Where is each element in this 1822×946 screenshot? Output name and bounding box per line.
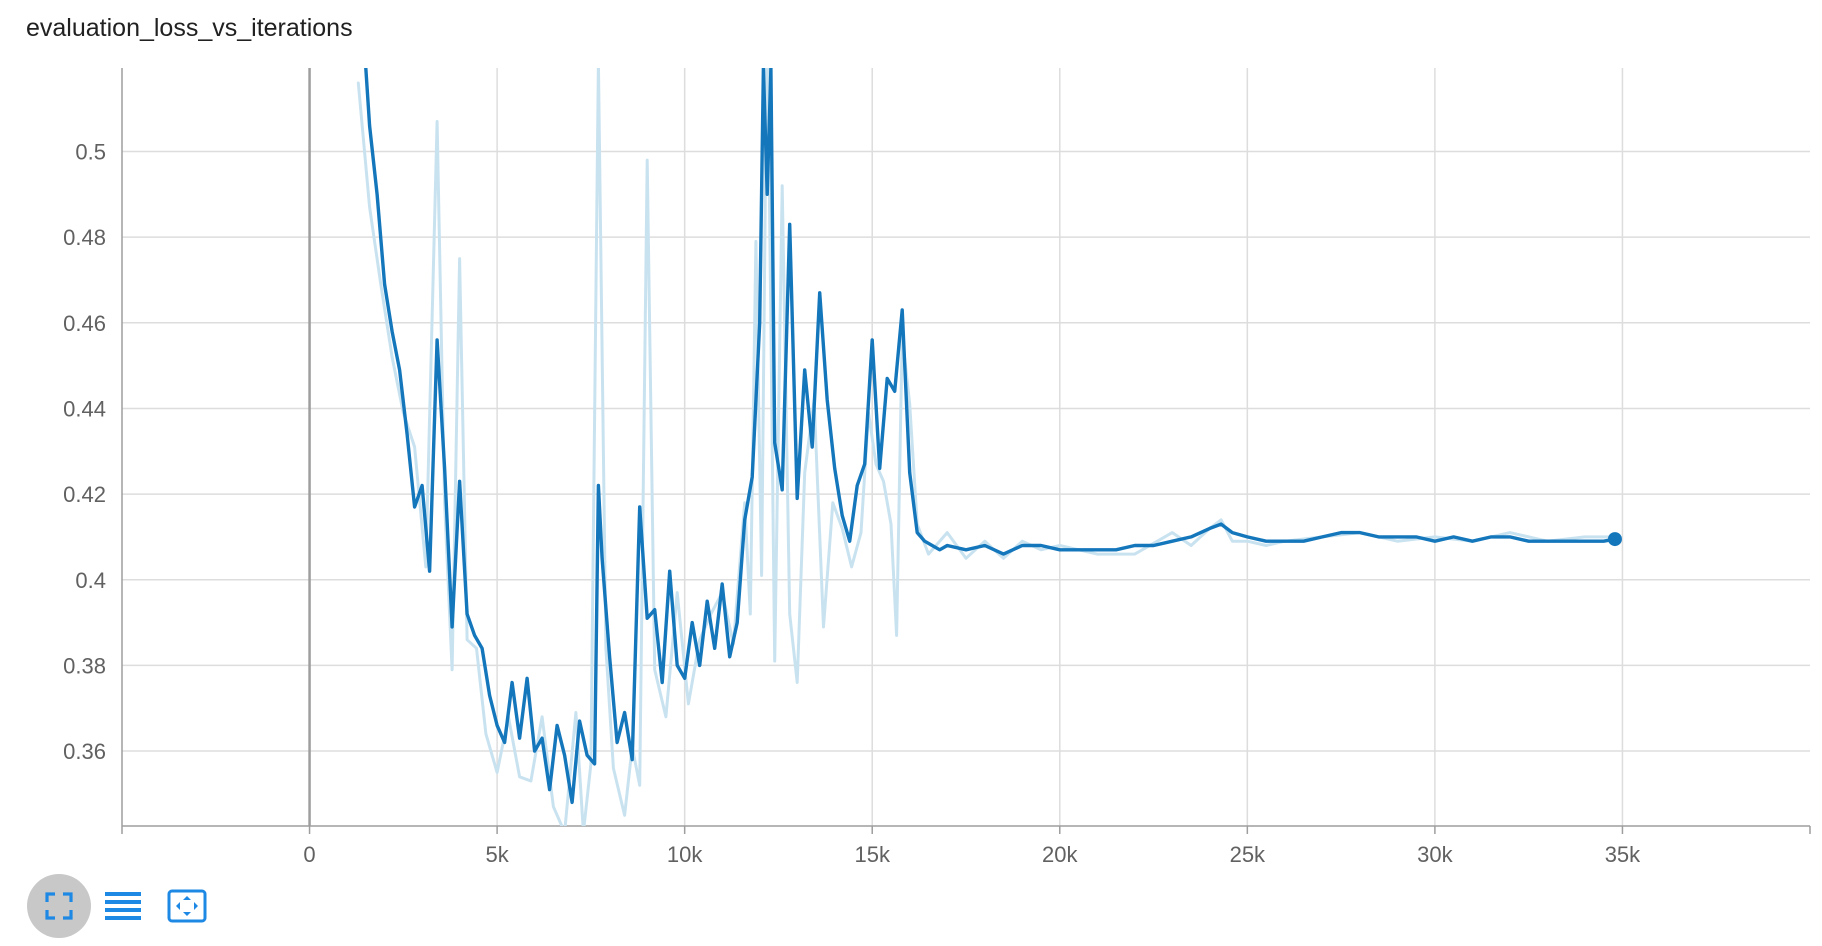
chart-toolbar <box>27 874 219 938</box>
series <box>356 68 1622 826</box>
last-point-marker <box>1607 532 1622 547</box>
x-tick-label: 25k <box>1230 842 1266 867</box>
y-tick-label: 0.46 <box>63 311 106 336</box>
y-tick-label: 0.36 <box>63 739 106 764</box>
fit-domain-button[interactable] <box>155 874 219 938</box>
fullscreen-icon <box>45 892 73 920</box>
tick-labels: 0.36 0.38 0.4 0.42 0.44 0.46 0.48 0.5 0 5k 10k 15k 2… <box>63 140 1641 867</box>
log-scale-icon <box>105 892 141 920</box>
x-tick-label: 30k <box>1417 842 1453 867</box>
y-tick-label: 0.44 <box>63 396 106 421</box>
raw-series-line <box>356 68 1617 826</box>
x-tick-label: 5k <box>485 842 509 867</box>
y-tick-label: 0.5 <box>75 140 106 165</box>
log-scale-button[interactable] <box>91 874 155 938</box>
axes <box>121 68 1811 834</box>
fit-domain-icon <box>167 889 207 923</box>
chart-title: evaluation_loss_vs_iterations <box>26 14 353 42</box>
x-tick-label: 20k <box>1042 842 1078 867</box>
x-tick-label: 35k <box>1605 842 1641 867</box>
grid-lines <box>122 68 1810 826</box>
smoothed-series-line <box>364 68 1617 805</box>
y-tick-label: 0.38 <box>63 653 106 678</box>
y-tick-label: 0.4 <box>75 568 106 593</box>
x-tick-label: 10k <box>667 842 703 867</box>
y-tick-label: 0.42 <box>63 482 106 507</box>
y-tick-label: 0.48 <box>63 225 106 250</box>
x-tick-label: 0 <box>303 842 315 867</box>
x-tick-label: 15k <box>854 842 890 867</box>
fullscreen-button[interactable] <box>27 874 91 938</box>
